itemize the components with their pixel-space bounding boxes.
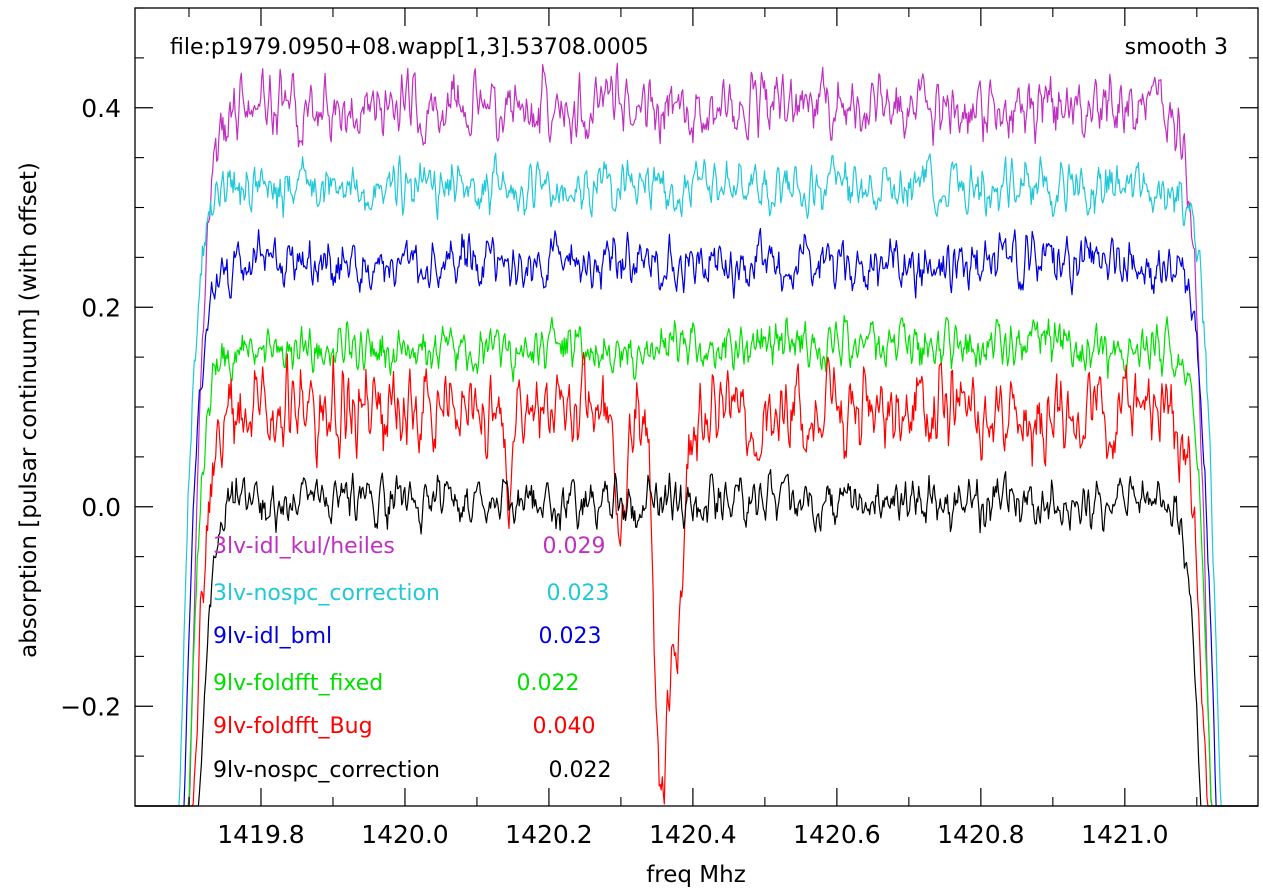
legend: 3lv-idl_kul/heiles 0.029 3lv-nospc_correct… (213, 534, 611, 783)
x-tick-label: 1419.8 (217, 820, 304, 849)
legend-label: 9lv-foldfft_fixed (213, 671, 383, 696)
legend-rms-value: 0.029 (543, 534, 606, 559)
annotation-smooth: smooth 3 (1125, 35, 1228, 60)
series-layer (135, 62, 1258, 807)
series-line-3 (135, 227, 1258, 807)
legend-label: 3lv-idl_kul/heiles (213, 534, 395, 559)
x-tick-label: 1421.0 (1081, 820, 1168, 849)
legend-label: 9lv-nospc_correction (213, 758, 440, 783)
series-line-6 (135, 469, 1258, 807)
x-tick-label: 1420.6 (793, 820, 880, 849)
legend-rms-value: 0.023 (547, 581, 610, 606)
series-line-2 (135, 152, 1258, 807)
legend-label: 3lv-nospc_correction (213, 581, 440, 606)
x-axis-title: freq Mhz (646, 862, 746, 888)
plot-frame (134, 7, 1259, 807)
legend-rms-value: 0.022 (549, 758, 612, 783)
x-tick-label: 1420.0 (361, 820, 448, 849)
x-tick-label: 1420.2 (505, 820, 592, 849)
y-tick-label: 0.2 (81, 293, 121, 322)
series-line-1 (135, 62, 1258, 807)
y-tick-label: 0.4 (81, 94, 121, 123)
legend-rms-value: 0.040 (533, 714, 596, 739)
y-tick-label: −0.2 (60, 692, 121, 721)
legend-rms-value: 0.023 (539, 624, 602, 649)
series-line-4 (135, 315, 1258, 807)
y-tick-label: 0.0 (81, 493, 121, 522)
legend-label: 9lv-idl_bml (213, 624, 332, 649)
legend-rms-value: 0.022 (517, 671, 580, 696)
legend-label: 9lv-foldfft_Bug (213, 714, 373, 739)
axes-layer: 1419.8 1420.0 1420.2 1420.4 1420.6 1420.8 1421… (60, 7, 1258, 849)
series-line-5 (135, 352, 1258, 807)
annotation-file: file:p1979.0950+08.wapp[1,3].53708.0005 (170, 35, 649, 60)
x-tick-label: 1420.8 (937, 820, 1024, 849)
x-tick-label: 1420.4 (649, 820, 736, 849)
y-axis-title: absorption [pulsar continuum] (with offs… (16, 162, 42, 658)
